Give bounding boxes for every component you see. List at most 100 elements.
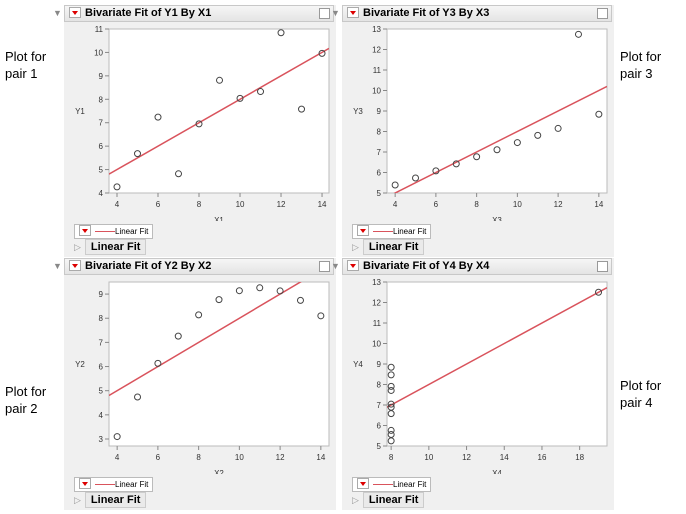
y-tick-label: 12: [372, 299, 381, 308]
linear-fit-label: Linear Fit: [362, 239, 425, 255]
x-tick-label: 14: [500, 453, 509, 462]
data-point: [298, 105, 306, 113]
data-point: [154, 113, 162, 121]
panel-title: Bivariate Fit of Y2 By X2: [85, 260, 212, 272]
disclosure-icon[interactable]: ▼: [331, 261, 340, 271]
x-tick-label: 12: [277, 200, 286, 209]
panel-header[interactable]: ▼ Bivariate Fit of Y3 By X3: [331, 5, 612, 22]
y-tick-label: 11: [373, 66, 382, 75]
disclosure-icon[interactable]: ▷: [352, 242, 359, 252]
data-point: [174, 332, 182, 340]
panel-title: Bivariate Fit of Y1 By X1: [85, 7, 212, 19]
y-tick-label: 10: [94, 48, 103, 57]
data-point: [387, 400, 395, 408]
x-tick-label: 4: [115, 453, 120, 462]
data-point: [387, 382, 395, 390]
red-triangle-menu-icon[interactable]: [347, 259, 359, 271]
y-tick-label: 3: [99, 435, 104, 444]
disclosure-icon[interactable]: ▼: [53, 261, 62, 271]
y-tick-label: 5: [99, 387, 104, 396]
data-point: [216, 76, 224, 84]
legend[interactable]: Linear Fit: [352, 224, 432, 239]
legend-menu-icon[interactable]: [357, 478, 369, 490]
data-point: [317, 312, 325, 320]
bivariate-panel-2: ▼ Bivariate Fit of Y2 By X2 Linear Fit ▷ L…: [53, 258, 336, 510]
data-point: [452, 160, 460, 168]
y-tick-label: 8: [377, 381, 382, 390]
y-tick-label: 7: [99, 338, 104, 347]
legend[interactable]: Linear Fit: [74, 477, 154, 492]
x-axis-label: X1: [214, 216, 224, 221]
side-label-pair-1: Plot for pair 1: [5, 49, 47, 81]
data-point: [296, 296, 304, 304]
linear-fit-outline[interactable]: ▷ Linear Fit: [352, 492, 425, 508]
x-tick-label: 6: [156, 200, 161, 209]
panel-header[interactable]: ▼ Bivariate Fit of Y2 By X2: [53, 258, 334, 275]
panel-header[interactable]: ▼ Bivariate Fit of Y4 By X4: [331, 258, 612, 275]
red-triangle-menu-icon[interactable]: [69, 259, 81, 271]
data-point: [113, 433, 121, 441]
legend-menu-icon[interactable]: [79, 225, 91, 237]
disclosure-icon[interactable]: ▷: [74, 242, 81, 252]
y-tick-label: 11: [373, 319, 382, 328]
legend[interactable]: Linear Fit: [352, 477, 432, 492]
pin-icon[interactable]: [319, 261, 330, 272]
data-point: [257, 88, 265, 96]
pin-icon[interactable]: [597, 261, 608, 272]
data-point: [534, 131, 542, 139]
data-point: [513, 139, 521, 147]
legend-line: [95, 231, 115, 233]
y-axis-label: Y3: [353, 107, 363, 116]
disclosure-icon[interactable]: ▷: [352, 495, 359, 505]
x-tick-label: 14: [316, 453, 325, 462]
bivariate-panel-1: ▼ Bivariate Fit of Y1 By X1 Linear Fit ▷ L…: [53, 5, 336, 257]
scatter-plot: 8 10 12 14 16 18 5 6 7 8 9 10 11 12 13 X4 Y4: [353, 278, 608, 474]
side-label-pair-3: Plot for pair 3: [620, 49, 662, 81]
fit-line: [109, 47, 329, 175]
data-point: [387, 403, 395, 411]
data-point: [195, 311, 203, 319]
data-point: [432, 167, 440, 175]
legend-line: [95, 484, 115, 486]
disclosure-icon[interactable]: ▼: [331, 8, 340, 18]
linear-fit-outline[interactable]: ▷ Linear Fit: [74, 492, 147, 508]
side-label-pair-2: Plot for pair 2: [5, 384, 47, 416]
y-tick-label: 12: [372, 46, 381, 55]
y-tick-label: 6: [99, 363, 104, 372]
y-tick-label: 11: [95, 25, 104, 34]
data-point: [318, 49, 326, 57]
fit-line: [387, 286, 607, 408]
data-point: [412, 174, 420, 182]
data-point: [387, 426, 395, 434]
legend-line: [373, 231, 393, 233]
legend[interactable]: Linear Fit: [74, 224, 154, 239]
data-point: [277, 29, 285, 37]
y-tick-label: 6: [99, 142, 104, 151]
disclosure-icon[interactable]: ▼: [53, 8, 62, 18]
legend-menu-icon[interactable]: [79, 478, 91, 490]
linear-fit-outline[interactable]: ▷ Linear Fit: [74, 239, 147, 255]
legend-menu-icon[interactable]: [357, 225, 369, 237]
x-tick-label: 8: [474, 200, 479, 209]
data-point: [133, 150, 141, 158]
linear-fit-outline[interactable]: ▷ Linear Fit: [352, 239, 425, 255]
x-tick-label: 12: [554, 200, 563, 209]
data-point: [595, 288, 603, 296]
panel-header[interactable]: ▼ Bivariate Fit of Y1 By X1: [53, 5, 334, 22]
data-point: [154, 359, 162, 367]
x-tick-label: 14: [318, 200, 327, 209]
red-triangle-menu-icon[interactable]: [347, 6, 359, 18]
panel-title: Bivariate Fit of Y3 By X3: [363, 7, 490, 19]
red-triangle-menu-icon[interactable]: [69, 6, 81, 18]
data-point: [175, 170, 183, 178]
y-tick-label: 9: [99, 72, 104, 81]
x-axis-label: X3: [492, 216, 502, 221]
data-point: [391, 181, 399, 189]
pin-icon[interactable]: [597, 8, 608, 19]
disclosure-icon[interactable]: ▷: [74, 495, 81, 505]
y-tick-label: 8: [99, 314, 104, 323]
pin-icon[interactable]: [319, 8, 330, 19]
y-tick-label: 7: [377, 401, 382, 410]
data-point: [387, 386, 395, 394]
legend-label: Linear Fit: [393, 227, 427, 236]
